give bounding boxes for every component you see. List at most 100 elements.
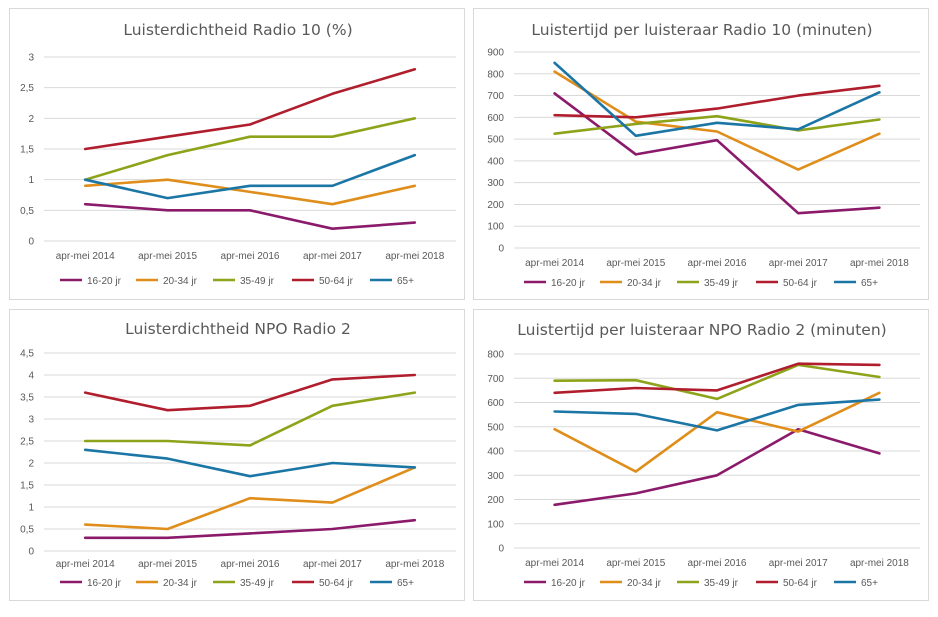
series-line-16-20-jr: [553, 427, 881, 507]
series-line-50-64-jr: [83, 373, 417, 412]
y-tick-label: 100: [487, 519, 504, 530]
y-tick-label: 0,5: [20, 525, 34, 536]
x-tick-label: apr-mei 2014: [56, 251, 115, 262]
y-tick-label: 300: [487, 178, 504, 189]
legend-label: 20-34 jr: [163, 276, 198, 287]
legend-label: 50-64 jr: [783, 578, 818, 589]
y-tick-label: 400: [487, 447, 504, 458]
legend-label: 35-49 jr: [704, 278, 739, 289]
legend-label: 20-34 jr: [627, 278, 662, 289]
y-tick-label: 700: [487, 91, 504, 102]
legend-label: 16-20 jr: [87, 578, 122, 589]
series-line-16-20-jr: [83, 202, 417, 230]
series-line-65: [553, 398, 881, 432]
legend-label: 20-34 jr: [163, 578, 198, 589]
y-tick-label: 0,5: [20, 206, 34, 217]
y-tick-label: 0: [498, 544, 504, 555]
series-line-65: [553, 61, 881, 138]
y-tick-label: 0: [28, 547, 34, 558]
y-tick-label: 400: [487, 156, 504, 167]
x-tick-label: apr-mei 2015: [138, 559, 197, 570]
y-tick-label: 2: [28, 459, 34, 470]
x-tick-label: apr-mei 2015: [606, 258, 665, 269]
x-tick-label: apr-mei 2014: [525, 558, 584, 569]
y-tick-label: 200: [487, 495, 504, 506]
y-tick-label: 1,5: [20, 481, 34, 492]
y-tick-label: 3: [28, 415, 34, 426]
series-line-35-49-jr: [553, 363, 881, 401]
x-tick-label: apr-mei 2018: [385, 251, 444, 262]
y-tick-label: 3,5: [20, 393, 34, 404]
y-tick-label: 0: [28, 237, 34, 248]
x-tick-label: apr-mei 2015: [138, 251, 197, 262]
y-tick-label: 700: [487, 374, 504, 385]
chart-npo2-time: Luistertijd per luisteraar NPO Radio 2 (…: [487, 321, 920, 589]
legend-label: 65+: [397, 276, 414, 287]
series-line-16-20-jr: [83, 518, 417, 540]
x-tick-label: apr-mei 2016: [221, 559, 280, 570]
y-tick-label: 500: [487, 135, 504, 146]
x-tick-label: apr-mei 2014: [525, 258, 584, 269]
x-tick-label: apr-mei 2018: [850, 258, 909, 269]
y-tick-label: 500: [487, 422, 504, 433]
series-line-35-49-jr: [553, 114, 881, 135]
x-tick-label: apr-mei 2016: [688, 258, 747, 269]
legend-label: 65+: [397, 578, 414, 589]
y-tick-label: 3: [28, 53, 34, 64]
y-tick-label: 1: [28, 503, 34, 514]
y-tick-label: 900: [487, 48, 504, 59]
y-tick-label: 4: [28, 371, 34, 382]
x-tick-label: apr-mei 2014: [56, 559, 115, 570]
x-tick-label: apr-mei 2017: [769, 558, 828, 569]
y-tick-label: 300: [487, 471, 504, 482]
x-tick-label: apr-mei 2018: [850, 558, 909, 569]
y-tick-label: 4,5: [20, 349, 34, 360]
series-line-20-34-jr: [553, 391, 881, 473]
y-tick-label: 800: [487, 350, 504, 361]
chart-radio10-density: Luisterdichtheid Radio 10 (%) 0 0,5 1 1,5 2 2,…: [20, 21, 456, 287]
y-tick-label: 200: [487, 200, 504, 211]
chart-title: Luisterdichtheid Radio 10 (%): [123, 21, 352, 39]
y-tick-label: 0: [498, 244, 504, 255]
legend-label: 35-49 jr: [240, 276, 275, 287]
y-tick-label: 1: [28, 175, 34, 186]
series-line-50-64-jr: [553, 362, 881, 395]
x-tick-label: apr-mei 2017: [769, 258, 828, 269]
chart-title: Luistertijd per luisteraar NPO Radio 2 (…: [517, 321, 886, 339]
y-tick-label: 600: [487, 398, 504, 409]
series-line-20-34-jr: [553, 70, 881, 171]
chart-radio10-time: Luistertijd per luisteraar Radio 10 (min…: [487, 21, 920, 289]
y-tick-label: 600: [487, 113, 504, 124]
legend-label: 50-64 jr: [319, 578, 354, 589]
chart-panel-npo2-density: Luisterdichtheid NPO Radio 2 0 0,5 1 1,5 2 2,5…: [9, 309, 465, 601]
legend-label: 50-64 jr: [783, 278, 818, 289]
y-tick-label: 2,5: [20, 437, 34, 448]
x-tick-label: apr-mei 2015: [606, 558, 665, 569]
series-line-65: [83, 153, 417, 200]
legend-label: 65+: [861, 278, 878, 289]
x-tick-label: apr-mei 2016: [221, 251, 280, 262]
chart-panel-npo2-time: Luistertijd per luisteraar NPO Radio 2 (…: [473, 309, 929, 601]
y-tick-label: 2: [28, 114, 34, 125]
chart-title: Luisterdichtheid NPO Radio 2: [125, 320, 351, 338]
y-tick-label: 1,5: [20, 145, 34, 156]
legend-label: 35-49 jr: [704, 578, 739, 589]
x-tick-label: apr-mei 2017: [303, 559, 362, 570]
legend-label: 16-20 jr: [87, 276, 122, 287]
legend-label: 16-20 jr: [551, 278, 586, 289]
x-tick-label: apr-mei 2017: [303, 251, 362, 262]
series-line-35-49-jr: [83, 391, 417, 447]
series-line-16-20-jr: [553, 92, 881, 215]
series-line-20-34-jr: [83, 466, 417, 531]
legend-label: 20-34 jr: [627, 578, 662, 589]
x-tick-label: apr-mei 2018: [385, 559, 444, 570]
chart-panel-radio10-density: Luisterdichtheid Radio 10 (%) 0 0,5 1 1,5 2 2,…: [9, 8, 465, 300]
x-tick-label: apr-mei 2016: [688, 558, 747, 569]
chart-panel-radio10-time: Luistertijd per luisteraar Radio 10 (min…: [473, 8, 929, 300]
legend-label: 50-64 jr: [319, 276, 354, 287]
y-tick-label: 2,5: [20, 83, 34, 94]
series-line-20-34-jr: [83, 178, 417, 206]
y-tick-label: 100: [487, 222, 504, 233]
legend-label: 35-49 jr: [240, 578, 275, 589]
series-line-65: [83, 448, 417, 478]
